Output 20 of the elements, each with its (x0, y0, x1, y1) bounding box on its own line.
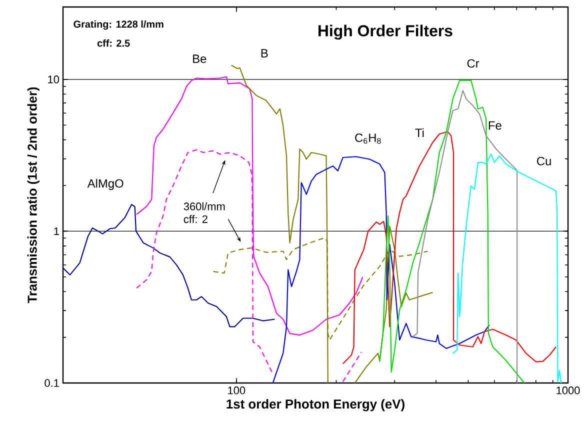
y-axis-title: Transmission ratio (1st / 2nd order) (27, 87, 40, 304)
y-tick-label: 10 (48, 76, 60, 84)
series-label: AlMgO (87, 178, 124, 190)
text: B (261, 49, 268, 58)
y-tick-label: 0.1 (44, 379, 59, 387)
x-axis-title: 1st order Photon Energy (eV) (226, 399, 404, 412)
annotation: cff: 2.5 (97, 39, 130, 47)
annotation: cff: 2 (184, 215, 208, 224)
annotation: Grating: 1228 l/mm (74, 20, 164, 30)
x-tick-label: 100 (228, 386, 246, 394)
series-label: Ti (415, 128, 424, 137)
text: High Order Filters (318, 24, 452, 40)
series-label: Cr (467, 59, 480, 68)
y-tick-label: 1 (54, 227, 59, 235)
x-tick-label: 1000 (556, 386, 580, 394)
series-label: Cu (537, 156, 551, 166)
series-label: Fe (488, 121, 502, 130)
series-label: Be (193, 54, 206, 63)
series-label: C$_{6}$H$_{8}$ (355, 134, 381, 144)
annotation: 360l/mm (184, 202, 225, 210)
